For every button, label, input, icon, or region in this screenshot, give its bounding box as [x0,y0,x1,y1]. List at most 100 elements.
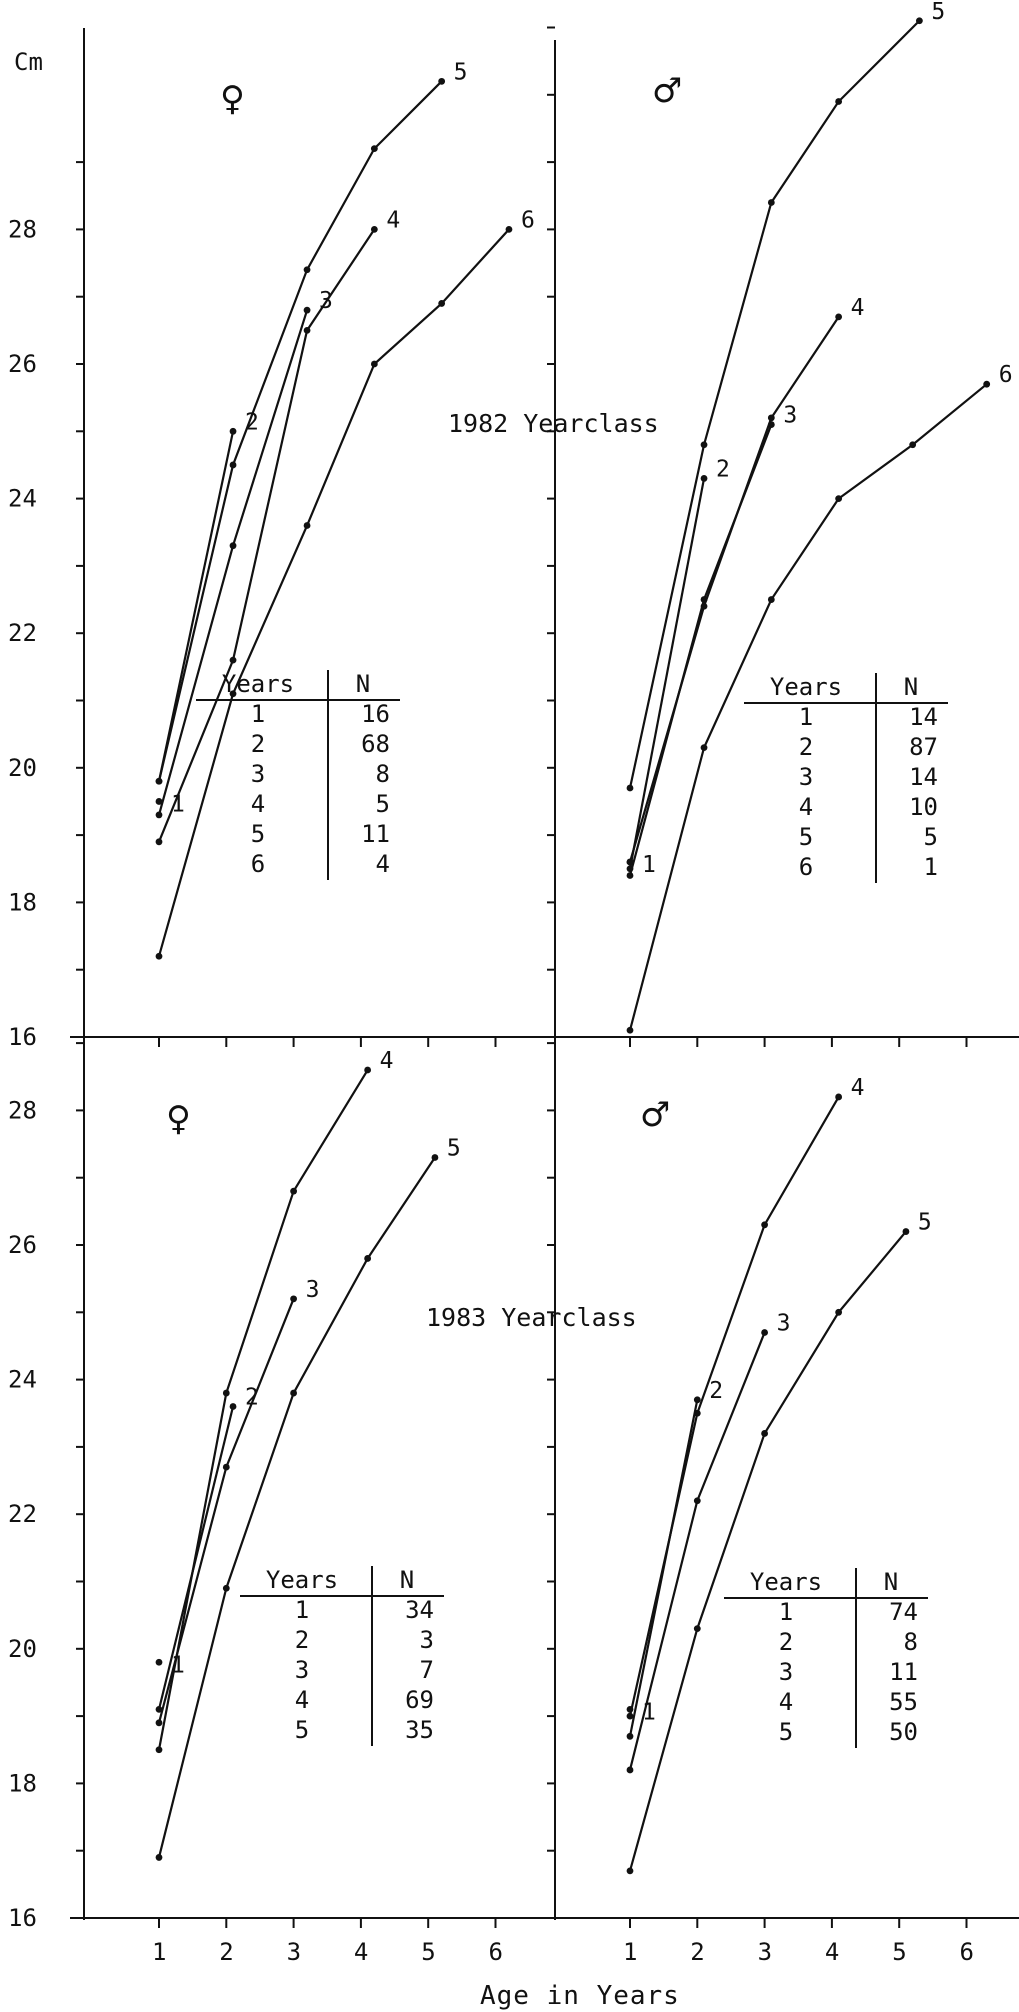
x-tick-label: 4 [825,1938,839,1966]
table-cell-n: 8 [904,1628,918,1656]
data-point [229,427,237,435]
series-line-2 [628,478,706,869]
table-cell-years: 3 [251,760,265,788]
table-cell-years: 1 [799,703,813,731]
table-cell-years: 5 [295,1716,309,1744]
table-header-years: Years [750,1568,822,1596]
series-label-2: 2 [716,456,730,482]
data-point [835,98,843,105]
table-header-n: N [356,670,370,698]
series-label-3: 3 [306,1277,320,1303]
series-label-1: 1 [642,852,656,878]
table-cell-n: 11 [361,820,390,848]
x-tick-label: 3 [758,1938,772,1966]
data-point [370,145,378,153]
data-point [303,522,311,529]
data-point [155,1746,163,1754]
data-point [626,1712,634,1720]
data-point [155,838,163,846]
data-point [902,1228,910,1235]
table-header-years: Years [770,673,842,701]
data-point [767,199,775,206]
series-line-6 [628,383,988,1031]
data-point [835,1308,843,1316]
data-point [364,1066,372,1074]
y-tick-label: 16 [8,1904,37,1932]
x-tick-label: 2 [690,1938,704,1966]
series-label-5: 5 [918,1210,932,1236]
data-point [915,17,923,25]
data-point [693,1396,701,1404]
data-point [155,952,163,960]
x-tick-label: 3 [287,1938,301,1966]
series-label-6: 6 [521,207,535,233]
table-cell-years: 1 [779,1598,793,1626]
data-point [626,784,634,792]
series-line-4 [157,1069,369,1750]
series-label-2: 2 [245,409,259,435]
table-cell-n: 68 [361,730,390,758]
table-cell-years: 2 [251,730,265,758]
series-label-3: 3 [783,403,797,429]
data-point [222,1584,230,1592]
axis-lines [70,28,1019,1920]
data-point [835,313,843,321]
x-tick-label: 2 [219,1938,233,1966]
y-tick-label: 28 [8,215,37,243]
x-axis-title: Age in Years [480,1981,680,2011]
table-cell-n: 4 [376,850,390,878]
x-tick-label: 5 [892,1938,906,1966]
series-label-5: 5 [447,1136,461,1162]
series-line-2 [157,431,235,782]
data-point [303,266,311,274]
data-point [303,326,311,334]
y-tick-label: 18 [8,888,37,916]
data-point [626,858,634,866]
table-header-years: Years [266,1566,338,1594]
table-cell-n: 55 [889,1688,918,1716]
data-point [229,656,237,664]
x-tick-label: 1 [152,1938,166,1966]
data-point [626,1026,634,1034]
data-point [155,1658,163,1666]
data-point [370,226,378,233]
data-point [229,1403,237,1410]
table-cell-years: 2 [799,733,813,761]
series-line-4 [628,1096,840,1717]
axes-layer [70,28,1019,1920]
table-cell-years: 4 [799,793,813,821]
data-point [438,77,446,85]
data-point [909,441,917,449]
data-point [155,798,163,805]
y-tick-label: 26 [8,1231,37,1259]
table-cell-n: 1 [924,853,938,881]
female-symbol-1983: ♀ [166,1099,191,1139]
data-point [505,226,513,233]
table-cell-n: 14 [909,763,938,791]
table-cell-years: 3 [295,1656,309,1684]
table-cell-years: 4 [779,1688,793,1716]
data-point [155,811,163,819]
series-line-4 [157,228,376,843]
data-point [290,1187,297,1195]
table-cell-years: 2 [779,1628,793,1656]
data-point [229,461,237,469]
x-tick-label: 5 [421,1938,435,1966]
data-point [626,1732,634,1740]
table-cell-n: 11 [889,1658,918,1686]
data-point [835,495,843,502]
data-point [438,300,446,307]
data-point [761,1430,768,1437]
data-point [761,1221,768,1229]
data-point [626,872,634,879]
data-point [229,542,237,550]
data-point [983,380,991,388]
y-tick-label: 16 [8,1023,37,1051]
series-label-5: 5 [931,0,945,25]
